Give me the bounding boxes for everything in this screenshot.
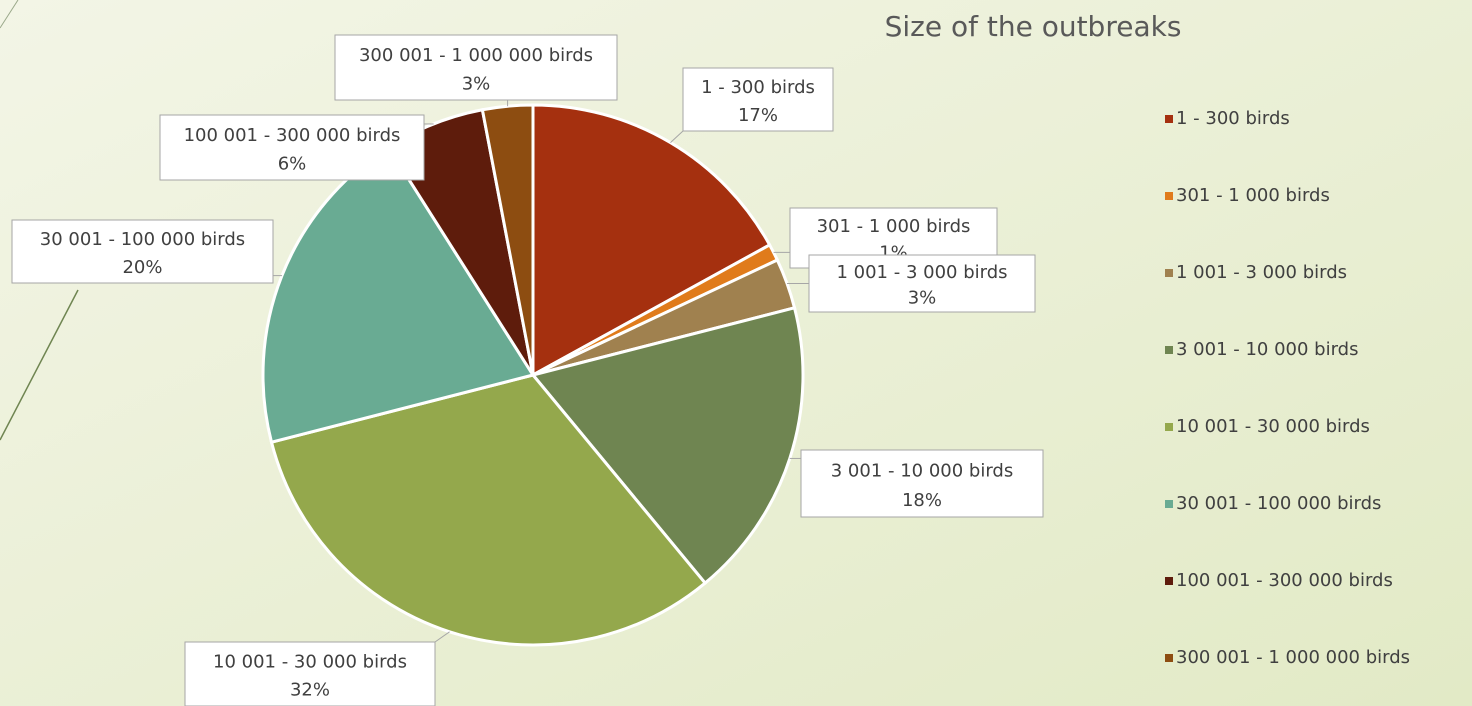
legend-label: 301 - 1 000 birds (1176, 185, 1330, 206)
data-label: 20% (122, 257, 162, 278)
leader-line (670, 130, 684, 143)
data-label-name: 1 001 - 3 000 birds (836, 262, 1007, 283)
legend-swatch (1165, 269, 1173, 277)
legend-label: 10 001 - 30 000 birds (1176, 416, 1370, 437)
legend-label: 300 001 - 1 000 000 birds (1176, 647, 1410, 668)
label-box (159, 114, 425, 181)
data-label: 3% (462, 73, 491, 94)
data-label: 32% (290, 680, 330, 701)
data-label-name: 100 001 - 300 000 birds (184, 125, 401, 146)
legend-swatch (1165, 577, 1173, 585)
label-box (11, 219, 274, 284)
decoration (0, 0, 19, 29)
decoration (0, 289, 79, 441)
data-label: 17% (738, 105, 778, 126)
data-label-name: 30 001 - 100 000 birds (40, 229, 245, 250)
legend-swatch (1165, 346, 1173, 354)
data-label-name: 1 - 300 birds (701, 77, 815, 98)
legend-label: 100 001 - 300 000 birds (1176, 570, 1393, 591)
legend-swatch (1165, 654, 1173, 662)
label-box (334, 34, 618, 101)
legend-swatch (1165, 115, 1173, 123)
label-box (808, 254, 1036, 313)
data-label-name: 3 001 - 10 000 birds (831, 460, 1014, 481)
label-box (682, 67, 834, 132)
pie-slice (530, 306, 805, 586)
legend-swatch (1165, 500, 1173, 508)
legend-label: 3 001 - 10 000 birds (1176, 339, 1359, 360)
data-label: 6% (278, 153, 307, 174)
legend-swatch (1165, 423, 1173, 431)
label-box (184, 641, 436, 706)
data-label: 18% (902, 490, 942, 511)
leader-line (434, 631, 450, 643)
chart-title: Size of the outbreaks (885, 10, 1182, 43)
data-label-name: 10 001 - 30 000 birds (213, 651, 407, 672)
legend-label: 1 001 - 3 000 birds (1176, 262, 1347, 283)
label-box (800, 449, 1044, 518)
data-label: 3% (908, 287, 937, 308)
data-label-name: 301 - 1 000 birds (817, 216, 971, 237)
legend-swatch (1165, 192, 1173, 200)
pie-slice (269, 373, 708, 647)
legend-label: 1 - 300 birds (1176, 108, 1290, 129)
data-label-name: 300 001 - 1 000 000 birds (359, 45, 593, 66)
legend-label: 30 001 - 100 000 birds (1176, 493, 1381, 514)
